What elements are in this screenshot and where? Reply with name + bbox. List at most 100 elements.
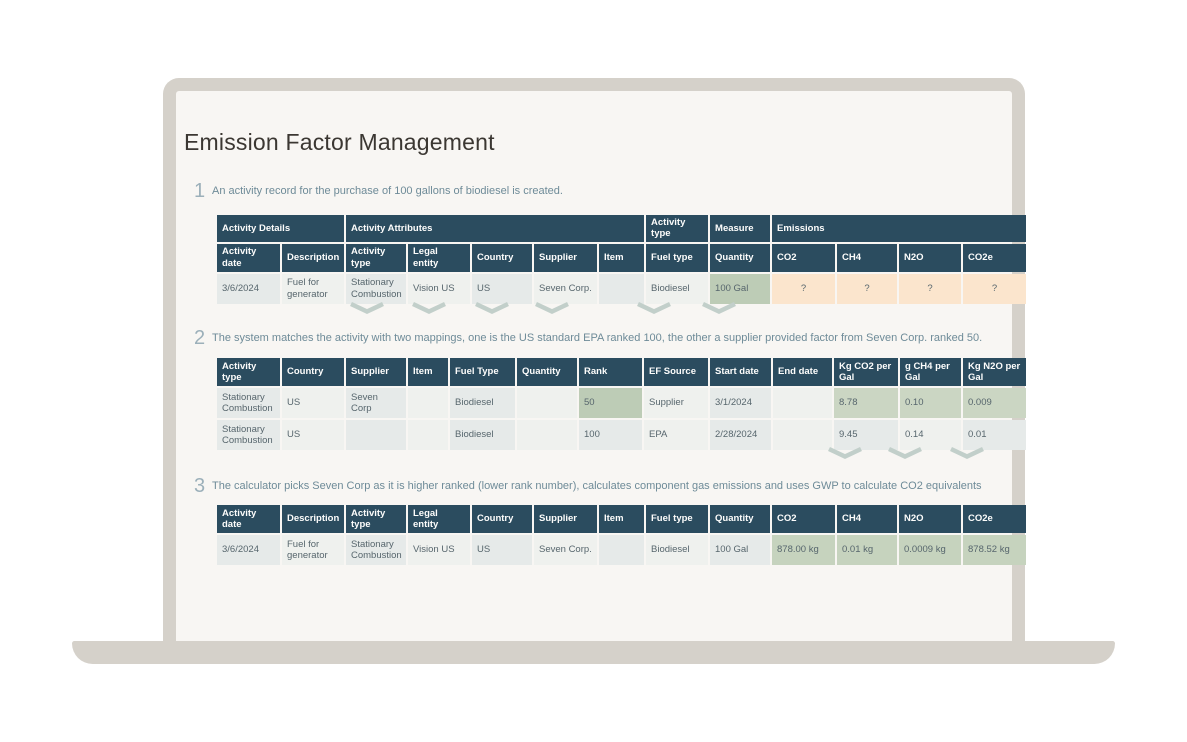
column-header: Kg N2O per Gal	[963, 358, 1026, 386]
cell-kg-co2-per-gal: 9.45	[834, 420, 898, 450]
table-row-epa-factor: Stationary Combustion US Biodiesel 100 E…	[217, 420, 1026, 450]
column-header: Activity type	[346, 505, 406, 533]
table-row: 3/6/2024 Fuel for generator Stationary C…	[217, 273, 1027, 304]
cell-quantity-highlighted: 100 Gal	[710, 273, 771, 304]
cell-quantity	[517, 420, 577, 450]
column-header: Activity date	[217, 505, 280, 533]
column-header: Supplier	[534, 243, 597, 272]
cell-legal-entity: Vision US	[408, 535, 470, 565]
column-header: End date	[773, 358, 832, 386]
column-header: Fuel type	[646, 505, 708, 533]
cell-supplier	[346, 420, 406, 450]
group-header: Activity type	[646, 215, 709, 242]
group-header: Activity Details	[217, 215, 344, 242]
cell-activity-date: 3/6/2024	[217, 535, 280, 565]
table-group-header-row: Activity Details Activity Attributes Act…	[217, 215, 1027, 242]
cell-description: Fuel for generator	[282, 273, 344, 304]
column-header: Legal entity	[408, 505, 470, 533]
cell-rank-highlighted: 50	[579, 388, 642, 418]
chevron-down-icon	[948, 446, 986, 459]
group-header: Measure	[710, 215, 771, 242]
group-header: Activity Attributes	[346, 215, 645, 242]
column-header: Legal entity	[408, 243, 470, 272]
column-header: Activity type	[346, 243, 406, 272]
cell-activity-type: Stationary Combustion	[217, 388, 280, 418]
cell-kg-n2o-per-gal: 0.009	[963, 388, 1026, 418]
laptop-frame: Emission Factor Management 1 An activity…	[163, 78, 1027, 641]
chevron-down-icon	[473, 301, 511, 314]
column-header: Item	[599, 505, 644, 533]
cell-co2-result: 878.00 kg	[772, 535, 835, 565]
column-header: Description	[282, 243, 344, 272]
column-header: Country	[472, 505, 532, 533]
page-title: Emission Factor Management	[184, 129, 495, 155]
cell-activity-date: 3/6/2024	[217, 273, 280, 304]
table-row-supplier-factor: Stationary Combustion US Seven Corp Biod…	[217, 388, 1026, 418]
cell-g-ch4-per-gal: 0.10	[900, 388, 961, 418]
cell-country: US	[472, 273, 532, 304]
column-header: Fuel Type	[450, 358, 515, 386]
column-header: Fuel type	[646, 243, 709, 272]
cell-country: US	[282, 420, 344, 450]
column-header: CH4	[837, 243, 898, 272]
match-arrows-row	[176, 301, 1012, 315]
table-header-row: Activity type Country Supplier Item Fuel…	[217, 358, 1026, 386]
step-2: 2 The system matches the activity with t…	[194, 328, 982, 348]
column-header: Quantity	[710, 243, 771, 272]
column-header: Item	[408, 358, 448, 386]
cell-kg-n2o-per-gal: 0.01	[963, 420, 1026, 450]
step2-mapping-table: Activity type Country Supplier Item Fuel…	[215, 356, 1028, 452]
column-header: N2O	[899, 505, 961, 533]
step-3-number: 3	[194, 475, 206, 497]
cell-item	[599, 535, 644, 565]
cell-end-date	[773, 388, 832, 418]
cell-legal-entity: Vision US	[408, 273, 470, 304]
column-header: Start date	[710, 358, 771, 386]
cell-ch4-unknown: ?	[837, 273, 898, 304]
laptop-base	[72, 641, 1115, 664]
step-1-description: An activity record for the purchase of 1…	[212, 185, 563, 197]
chevron-down-icon	[886, 446, 924, 459]
cell-item	[408, 388, 448, 418]
cell-n2o-result: 0.0009 kg	[899, 535, 961, 565]
cell-quantity	[517, 388, 577, 418]
cell-fuel-type: Biodiesel	[646, 535, 708, 565]
cell-start-date: 3/1/2024	[710, 388, 771, 418]
chevron-down-icon	[635, 301, 673, 314]
column-header: CO2e	[963, 505, 1026, 533]
cell-ch4-result: 0.01 kg	[837, 535, 897, 565]
chevron-down-icon	[533, 301, 571, 314]
step1-activity-table: Activity Details Activity Attributes Act…	[215, 213, 1028, 306]
cell-co2e-result: 878.52 kg	[963, 535, 1026, 565]
column-header: Supplier	[534, 505, 597, 533]
cell-fuel-type: Biodiesel	[646, 273, 709, 304]
cell-activity-type: Stationary Combustion	[217, 420, 280, 450]
step-1: 1 An activity record for the purchase of…	[194, 181, 563, 201]
cell-ef-source: EPA	[644, 420, 708, 450]
chevron-down-icon	[348, 301, 386, 314]
table-header-row: Activity date Description Activity type …	[217, 243, 1027, 272]
column-header: Supplier	[346, 358, 406, 386]
group-header: Emissions	[772, 215, 1027, 242]
column-header: Country	[472, 243, 532, 272]
column-header: Description	[282, 505, 344, 533]
column-header: g CH4 per Gal	[900, 358, 961, 386]
step-3-description: The calculator picks Seven Corp as it is…	[212, 480, 982, 492]
column-header: Kg CO2 per Gal	[834, 358, 898, 386]
column-header: Activity type	[217, 358, 280, 386]
cell-start-date: 2/28/2024	[710, 420, 771, 450]
step-2-description: The system matches the activity with two…	[212, 332, 983, 344]
laptop-screen: Emission Factor Management 1 An activity…	[176, 91, 1027, 641]
column-header: CH4	[837, 505, 897, 533]
cell-supplier: Seven Corp	[346, 388, 406, 418]
chevron-down-icon	[700, 301, 738, 314]
cell-country: US	[282, 388, 344, 418]
column-header: Country	[282, 358, 344, 386]
cell-rank: 100	[579, 420, 642, 450]
column-header: Quantity	[710, 505, 770, 533]
table-header-row: Activity date Description Activity type …	[217, 505, 1026, 533]
cell-co2e-unknown: ?	[963, 273, 1027, 304]
cell-n2o-unknown: ?	[899, 273, 962, 304]
cell-item	[599, 273, 645, 304]
